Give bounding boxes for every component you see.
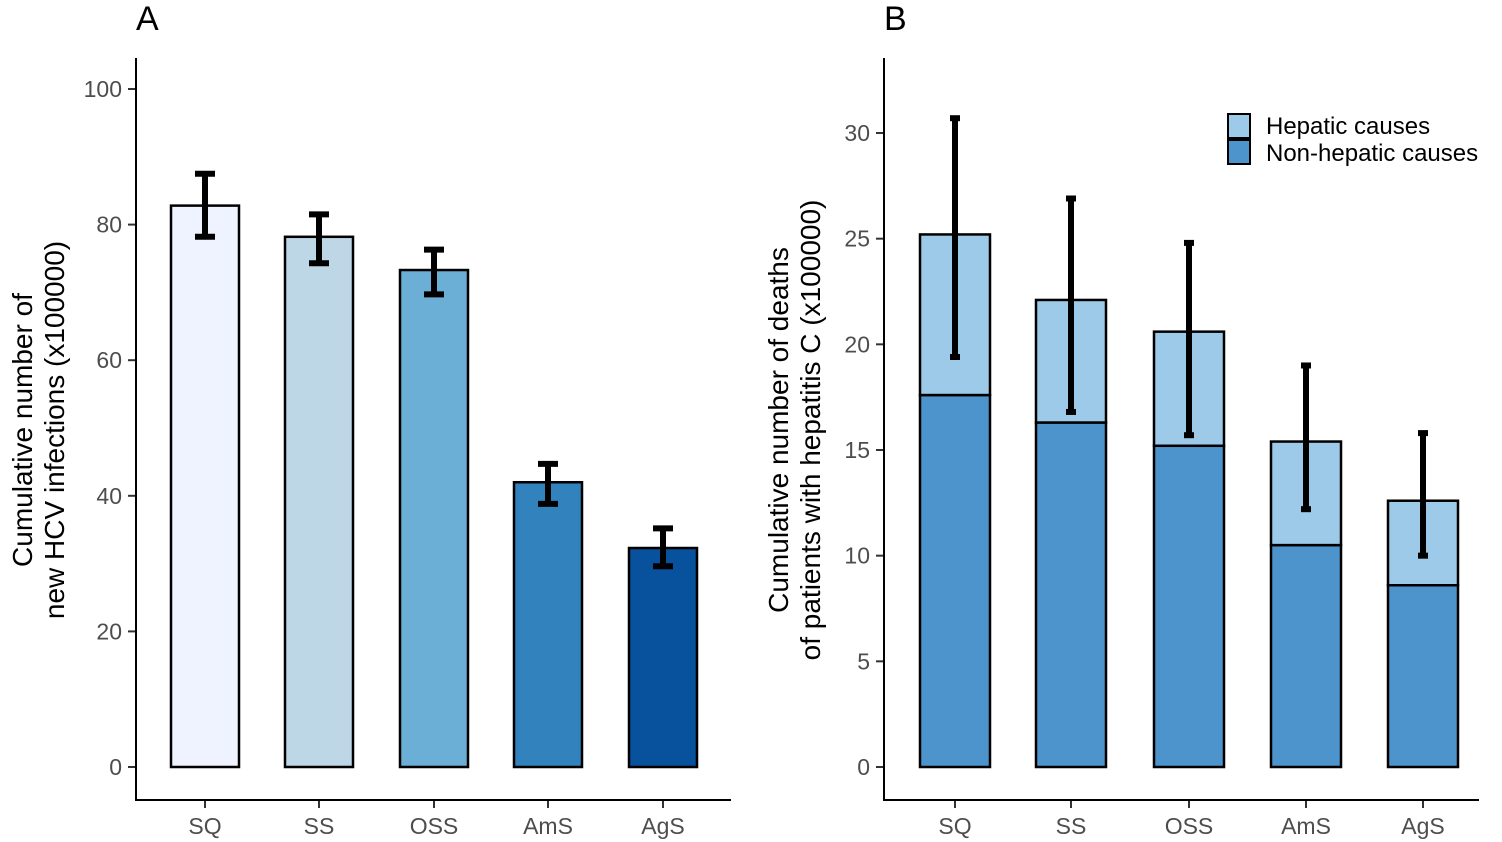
legend-swatch-hepatic <box>1227 113 1251 139</box>
panel-b-error-bars <box>950 115 1428 559</box>
x-tick-label: SQ <box>188 813 221 839</box>
bar-oss <box>398 268 470 769</box>
legend-label-hepatic: Hepatic causes <box>1266 113 1430 140</box>
y-tick-label: 25 <box>844 226 870 252</box>
x-tick-label: SS <box>304 813 335 839</box>
y-tick-label: 20 <box>96 618 122 644</box>
panel-b-label: B <box>884 0 907 38</box>
y-tick-label: 15 <box>844 437 870 463</box>
bar-sq <box>169 204 241 769</box>
x-tick-label: AmS <box>523 813 573 839</box>
panel-a-label: A <box>136 0 159 38</box>
y-tick-label: 80 <box>96 212 122 238</box>
x-tick-label: AmS <box>1281 813 1331 839</box>
panel-a-ylabel-line2: new HCV infections (x100000) <box>39 241 70 619</box>
panel-a-x-ticks: SQ SS OSS AmS AgS <box>188 800 685 839</box>
panel-a-y-ticks: 0 20 40 60 80 100 <box>84 76 136 780</box>
x-tick-label: OSS <box>410 813 459 839</box>
x-tick-label: SS <box>1056 813 1087 839</box>
x-tick-label: AgS <box>641 813 684 839</box>
x-tick-label: SQ <box>938 813 971 839</box>
x-tick-label: AgS <box>1401 813 1444 839</box>
y-tick-label: 0 <box>857 754 870 780</box>
panel-a-error-bars <box>195 170 673 570</box>
y-tick-label: 5 <box>857 648 870 674</box>
bar-ams <box>512 480 584 769</box>
panel-a: A Cumulative number of new HCV infection… <box>7 0 731 839</box>
bar-ams-non-hepatic-causes <box>1269 543 1343 769</box>
y-tick-label: 20 <box>844 331 870 357</box>
bar-ags <box>627 546 699 769</box>
y-tick-label: 10 <box>844 543 870 569</box>
panel-b-ylabel-line2: of patients with hepatitis C (x100000) <box>795 200 826 661</box>
y-tick-label: 30 <box>844 120 870 146</box>
panel-a-ylabel-line1: Cumulative number of <box>7 293 38 567</box>
y-tick-label: 40 <box>96 483 122 509</box>
panel-b-x-ticks: SQ SS OSS AmS AgS <box>938 800 1445 839</box>
x-tick-label: OSS <box>1165 813 1214 839</box>
bar-ags-non-hepatic-causes <box>1386 584 1460 769</box>
legend-label-non-hepatic: Non-hepatic causes <box>1266 140 1478 167</box>
y-tick-label: 60 <box>96 347 122 373</box>
bar-sq-non-hepatic-causes <box>918 393 992 769</box>
y-tick-label: 100 <box>84 76 122 102</box>
panel-b: B Cumulative number of deaths of patient… <box>763 0 1479 839</box>
panel-b-y-ticks: 0 5 10 15 20 25 30 <box>844 120 884 780</box>
panel-b-bars <box>918 233 1460 769</box>
panel-b-legend: Hepatic causes Non-hepatic causes <box>1227 113 1478 167</box>
bar-ss-non-hepatic-causes <box>1034 421 1108 769</box>
bar-oss-non-hepatic-causes <box>1152 444 1226 769</box>
bar-ss <box>283 235 355 769</box>
y-tick-label: 0 <box>109 754 122 780</box>
legend-swatch-non-hepatic <box>1227 139 1251 165</box>
panel-b-ylabel-line1: Cumulative number of deaths <box>763 247 794 613</box>
